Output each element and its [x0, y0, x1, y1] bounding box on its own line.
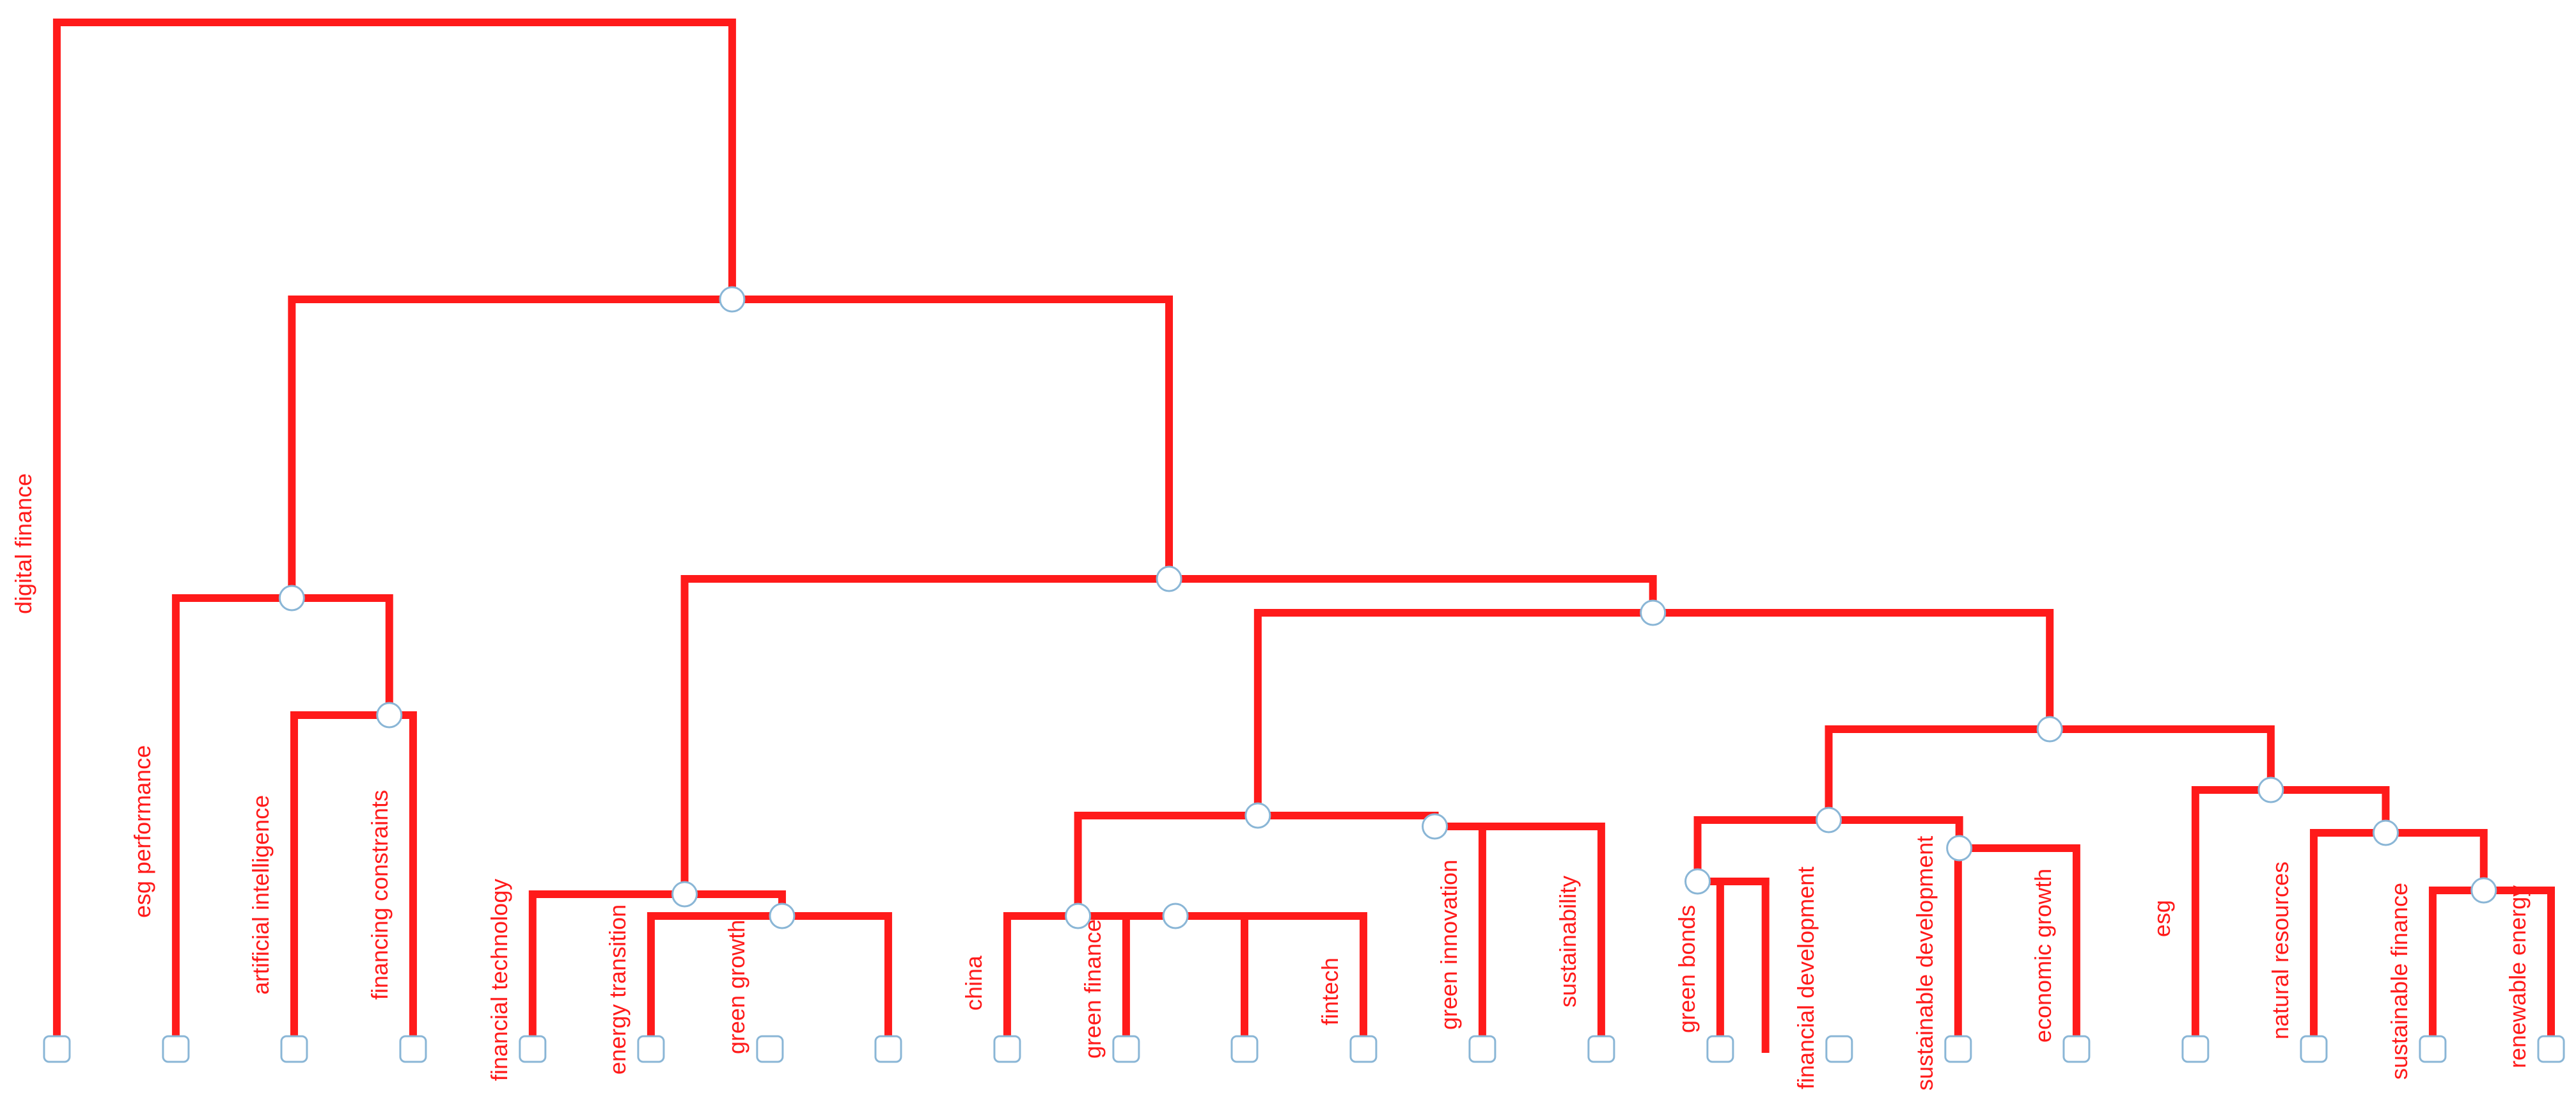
- leaf-label-17: economic growth: [2030, 869, 2056, 1043]
- leaf-label-9: green finance: [1080, 919, 1106, 1059]
- internal-node-13[interactable]: [1162, 903, 1189, 929]
- link-node-13-child-0: [1122, 912, 1179, 1053]
- internal-node-6[interactable]: [769, 903, 796, 929]
- link-node-7-child-1: [1253, 812, 1439, 830]
- link-root: [52, 19, 736, 1053]
- internal-node-5[interactable]: [1640, 599, 1667, 626]
- leaf-label-8: china: [961, 955, 987, 1011]
- internal-node-10[interactable]: [1422, 813, 1449, 840]
- link-node-11-child-1: [1825, 816, 1963, 852]
- leaf-node-19[interactable]: [2300, 1035, 2328, 1063]
- internal-node-9[interactable]: [1065, 903, 1092, 929]
- leaf-node-7[interactable]: [874, 1035, 902, 1063]
- leaf-node-1[interactable]: [162, 1035, 190, 1063]
- leaf-node-2[interactable]: [280, 1035, 308, 1063]
- link-node-7-child-0: [1074, 812, 1262, 920]
- link-node-3-child-1: [385, 711, 417, 1053]
- leaf-label-2: artificial intelligence: [247, 795, 274, 995]
- leaf-node-13[interactable]: [1587, 1035, 1615, 1063]
- link-node-16-child-1: [2382, 829, 2488, 894]
- leaf-label-16: sustainable development: [1912, 836, 1938, 1091]
- internal-node-17[interactable]: [2470, 877, 2497, 904]
- link-node-0-child-0: [288, 296, 736, 602]
- link-node-4-child-0: [528, 890, 689, 1053]
- link-node-12-child-1: [2266, 786, 2390, 837]
- leaf-node-16[interactable]: [1944, 1035, 1972, 1063]
- dendrogram-leaf-labels: digital finance esg performance artificial…: [10, 473, 2531, 1091]
- leaf-label-18: esg: [2149, 900, 2175, 937]
- link-node-14-child-0: [1693, 878, 1724, 1053]
- leaf-node-9[interactable]: [1112, 1035, 1140, 1063]
- dendrogram-links: [52, 19, 2555, 1053]
- link-node-16-child-0: [2309, 829, 2390, 1053]
- leaf-node-5[interactable]: [637, 1035, 665, 1063]
- internal-node-16[interactable]: [2372, 819, 2399, 846]
- internal-node-7[interactable]: [1245, 802, 1271, 829]
- leaf-node-3[interactable]: [399, 1035, 427, 1063]
- internal-node-8[interactable]: [2036, 716, 2063, 743]
- link-node-2-child-0: [680, 575, 1174, 898]
- internal-node-3[interactable]: [376, 702, 403, 729]
- link-node-9-child-0: [1003, 912, 1082, 1053]
- leaf-label-6: green growth: [723, 920, 750, 1054]
- link-node-8-child-0: [1825, 725, 2054, 824]
- link-node-2-child-1: [1165, 575, 1657, 617]
- leaf-label-20: sustainable finance: [2386, 883, 2412, 1080]
- leaf-label-5: energy transition: [604, 904, 631, 1075]
- leaf-label-4: financial technology: [486, 879, 512, 1081]
- link-node-8-child-1: [2046, 725, 2275, 794]
- leaf-node-4[interactable]: [519, 1035, 547, 1063]
- leaf-node-0[interactable]: [43, 1035, 71, 1063]
- internal-node-12[interactable]: [2258, 777, 2284, 803]
- link-node-17-child-0: [2428, 887, 2488, 1053]
- leaf-label-21: renewable energy: [2504, 885, 2531, 1068]
- leaf-label-15: financial development: [1793, 867, 1819, 1089]
- internal-node-1[interactable]: [278, 585, 305, 612]
- leaf-label-14: green bonds: [1674, 905, 1700, 1033]
- leaf-node-11[interactable]: [1349, 1035, 1378, 1063]
- link-node-5-child-1: [1649, 609, 2054, 733]
- leaf-node-20[interactable]: [2419, 1035, 2447, 1063]
- leaf-node-21[interactable]: [2537, 1035, 2565, 1063]
- leaf-label-13: sustainability: [1555, 876, 1581, 1007]
- leaf-node-17[interactable]: [2062, 1035, 2091, 1063]
- link-node-1-child-0: [171, 594, 296, 1053]
- link-node-15-child-0: [1954, 844, 1963, 1053]
- link-node-10-child-1: [1431, 823, 1605, 1053]
- dendrogram-nodes: [43, 286, 2565, 1063]
- link-node-12-child-0: [2191, 786, 2275, 1053]
- link-node-0-child-1: [728, 296, 1174, 583]
- leaf-node-6[interactable]: [756, 1035, 784, 1063]
- leaf-label-19: natural resources: [2267, 862, 2293, 1039]
- leaf-node-10[interactable]: [1230, 1035, 1259, 1063]
- internal-node-2[interactable]: [1156, 565, 1182, 592]
- internal-node-15[interactable]: [1946, 835, 1973, 862]
- link-node-6-child-0: [647, 912, 786, 1053]
- link-node-15-child-1: [1955, 844, 2080, 1053]
- link-node-11-child-0: [1693, 816, 1833, 885]
- leaf-node-15[interactable]: [1825, 1035, 1853, 1063]
- internal-node-11[interactable]: [1816, 807, 1842, 833]
- leaf-node-18[interactable]: [2181, 1035, 2210, 1063]
- link-node-5-child-0: [1253, 609, 1657, 819]
- leaf-label-11: fintech: [1317, 958, 1343, 1025]
- link-node-13-child-1: [1172, 912, 1367, 1053]
- link-node-1-child-1: [288, 594, 393, 719]
- internal-node-14[interactable]: [1684, 868, 1711, 895]
- leaf-label-3: financing constraints: [366, 790, 393, 1000]
- link-stub-green-growth: [846, 912, 892, 1053]
- internal-node-4[interactable]: [671, 881, 698, 908]
- leaf-label-1: esg performance: [129, 745, 155, 918]
- internal-node-0[interactable]: [719, 286, 746, 313]
- leaf-label-0: digital finance: [10, 473, 36, 614]
- leaf-node-12[interactable]: [1468, 1035, 1496, 1063]
- leaf-node-8[interactable]: [993, 1035, 1021, 1063]
- link-node-3-child-0: [290, 711, 393, 1053]
- leaf-label-12: green innovation: [1436, 860, 1462, 1030]
- leaf-node-14[interactable]: [1706, 1035, 1734, 1063]
